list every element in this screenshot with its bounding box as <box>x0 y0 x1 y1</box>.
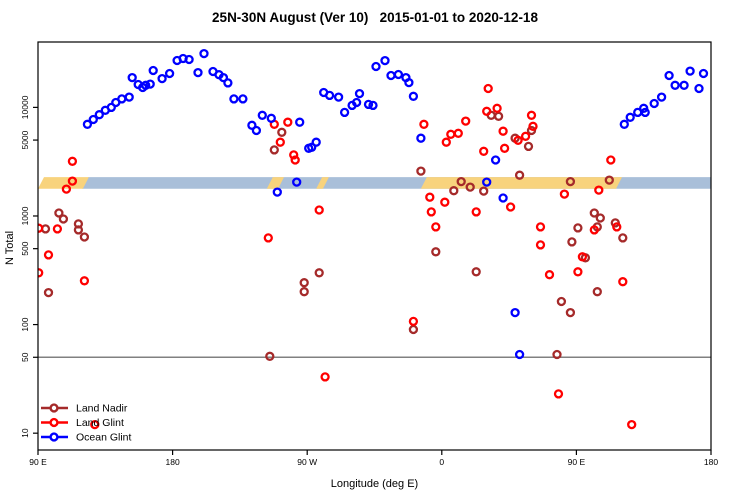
legend-item-ocean-glint: Ocean Glint <box>41 432 132 444</box>
legend: Land Nadir Land Glint Ocean Glint <box>41 403 132 444</box>
chart-title: 25N-30N August (Ver 10) 2015-01-01 to 20… <box>212 10 538 25</box>
svg-text:180: 180 <box>166 457 180 467</box>
data-points <box>38 48 709 430</box>
svg-text:90 E: 90 E <box>29 457 47 467</box>
svg-text:10: 10 <box>20 428 30 438</box>
legend-label-land-glint: Land Glint <box>76 417 124 429</box>
legend-label-ocean-glint: Ocean Glint <box>76 432 132 444</box>
plot-border <box>37 41 712 451</box>
svg-text:180: 180 <box>704 457 718 467</box>
svg-text:100: 100 <box>20 317 30 331</box>
svg-text:1000: 1000 <box>20 206 30 225</box>
series-land-glint <box>38 83 637 430</box>
legend-item-land-glint: Land Glint <box>41 417 124 429</box>
series-land-nadir <box>40 110 628 361</box>
highlight-band <box>38 177 711 189</box>
series-ocean-glint <box>82 48 709 360</box>
x-axis-label: Longitude (deg E) <box>331 478 418 490</box>
legend-marker-land-nadir-icon <box>49 403 59 413</box>
svg-text:90 E: 90 E <box>568 457 586 467</box>
svg-text:500: 500 <box>20 241 30 255</box>
legend-marker-ocean-glint-icon <box>49 432 59 442</box>
legend-item-land-nadir: Land Nadir <box>41 403 128 415</box>
y-axis-label: N Total <box>4 231 16 265</box>
legend-marker-land-glint-icon <box>49 417 59 428</box>
svg-text:5000: 5000 <box>20 130 30 149</box>
svg-text:90 W: 90 W <box>297 457 317 467</box>
svg-text:0: 0 <box>439 457 444 467</box>
svg-text:10000: 10000 <box>20 95 30 119</box>
legend-label-land-nadir: Land Nadir <box>76 403 128 415</box>
axis-ticks: 90 E 180 90 W 0 90 E 180 10 50 100 500 1000 5000 100… <box>20 95 718 467</box>
svg-text:50: 50 <box>20 352 30 362</box>
